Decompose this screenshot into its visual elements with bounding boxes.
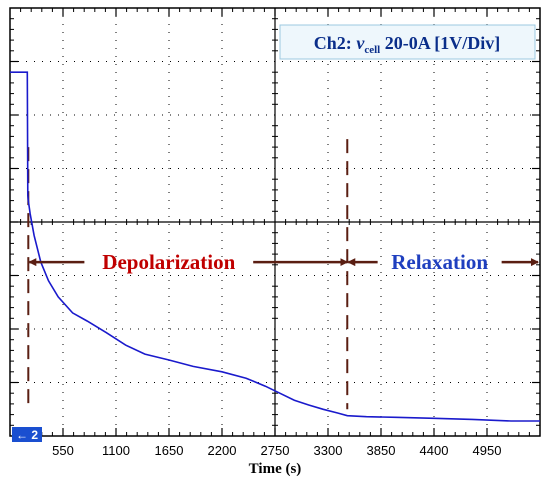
dashed-time-markers [27, 139, 349, 410]
channel-subscript: cell [364, 44, 380, 56]
x-tick-label: 2750 [261, 443, 290, 458]
channel-label-box: Ch2: vcell 20-0A [1V/Div] [279, 24, 536, 60]
x-tick-labels: 550 1100 1650 2200 2750 3300 3850 4400 4950 [52, 443, 501, 458]
channel-prefix: Ch2: [314, 33, 357, 53]
relaxation-label: Relaxation [391, 250, 488, 274]
channel-marker-text: ← 2 [16, 428, 38, 442]
svg-text:Ch2: vcell 20-0A [1V/Div]: Ch2: vcell 20-0A [1V/Div] [314, 33, 500, 56]
channel-marker: ← 2 [12, 427, 42, 442]
depolarization-label: Depolarization [102, 250, 235, 274]
x-tick-label: 3300 [314, 443, 343, 458]
x-tick-label: 2200 [208, 443, 237, 458]
x-tick-label: 550 [52, 443, 74, 458]
x-tick-label: 1100 [102, 443, 130, 458]
channel-variable: v [356, 33, 365, 53]
channel-suffix: 20-0A [1V/Div] [380, 33, 500, 53]
x-tick-label: 4950 [473, 443, 502, 458]
cell-voltage-trace [10, 71, 540, 422]
x-tick-label: 4400 [420, 443, 449, 458]
x-tick-label: 3850 [367, 443, 396, 458]
x-axis-label: Time (s) [249, 461, 302, 477]
grid [10, 8, 540, 436]
x-tick-label: 1650 [155, 443, 184, 458]
tick-marks [10, 8, 540, 436]
